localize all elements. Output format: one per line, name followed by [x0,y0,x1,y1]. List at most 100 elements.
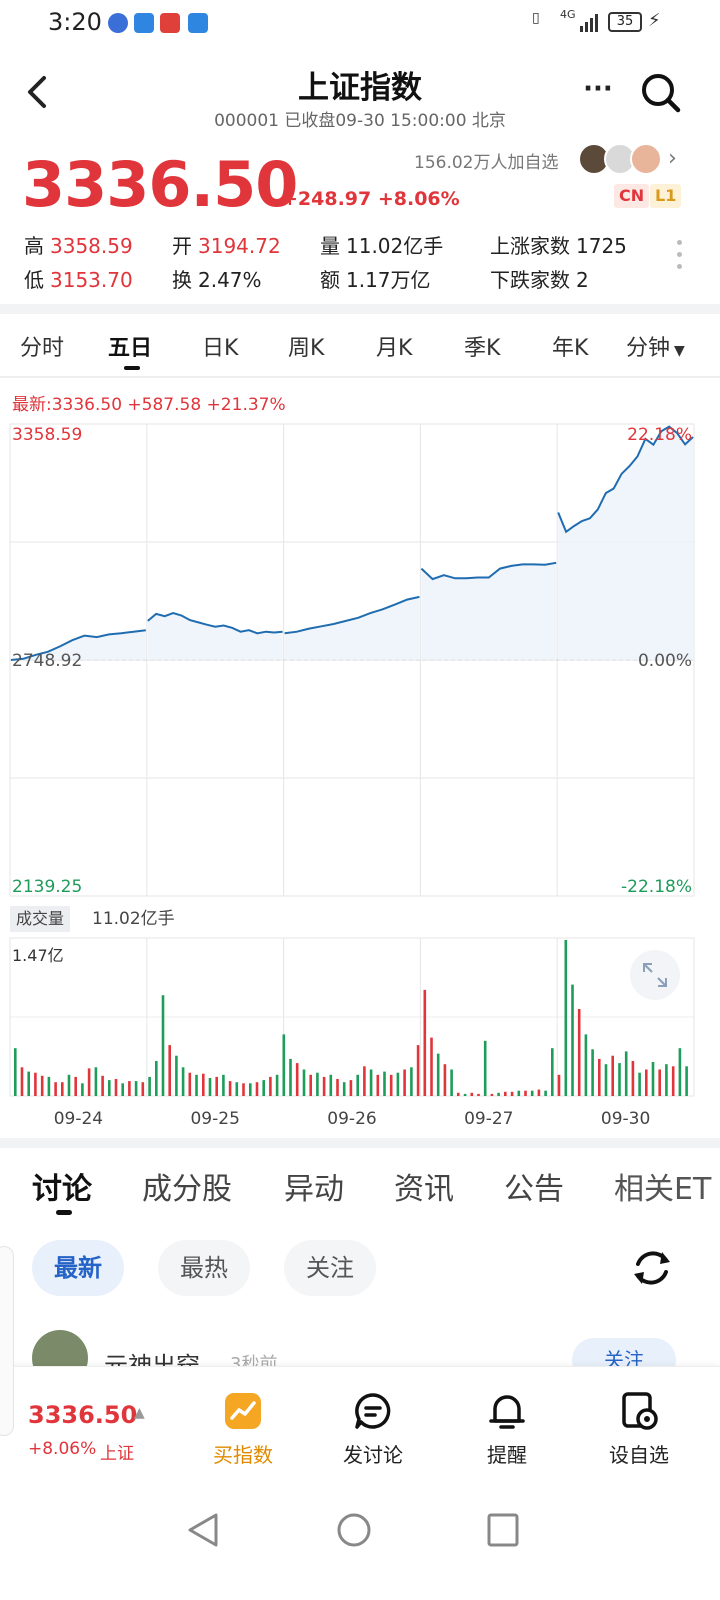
volume-bar [329,1074,333,1096]
volume-bar [436,1053,440,1096]
volume-bar [40,1075,44,1096]
y-label-left: 3358.59 [12,425,82,445]
volume-bar [108,1080,111,1096]
price-line-09-25 [147,612,283,635]
volume-bar [651,1062,655,1096]
volume-bar [309,1074,312,1096]
volume-bar [537,1089,541,1096]
tab-news[interactable]: 资讯 [394,1172,454,1207]
tab-timeshare[interactable]: 分时 [20,336,65,361]
chip-hot[interactable]: 最热 [158,1240,250,1296]
watchers-count[interactable]: 156.02万人加自选 [414,153,559,173]
volume-bar [416,1045,420,1096]
volume-bar [497,1092,500,1096]
volume-bar [369,1069,373,1096]
volume-label[interactable]: 成交量 [10,906,71,932]
expand-stats-icon[interactable] [677,240,683,276]
volume-bar [483,1040,487,1096]
tab-monthly-k[interactable]: 月K [376,336,413,361]
volume-bar [54,1082,57,1096]
price-line-09-24 [10,629,146,661]
post-discussion-label: 发讨论 [343,1443,403,1467]
stat-open: 开 3194.72 [172,234,281,258]
signal-icon: 4G [560,8,576,21]
tab-five-day[interactable]: 五日 [108,336,153,361]
volume-bar [376,1074,380,1096]
alert-button[interactable]: 提醒 [452,1383,562,1475]
volume-bar [242,1083,245,1096]
volume-bar [551,1048,554,1096]
volume-bar [94,1067,98,1096]
y-axis-labels: 3358.59 2748.92 2139.25 22.18% 0.00% -22.18% [12,425,692,897]
refresh-button[interactable] [628,1244,676,1292]
five-day-chart[interactable]: 3358.592748.922139.2522.18%0.00%-22.18% … [0,420,720,1140]
price-area-09-24 [11,630,146,660]
y-label-right: -22.18% [621,877,692,897]
volume-bar [363,1066,366,1096]
add-watchlist-button[interactable]: 设自选 [584,1383,694,1475]
bell-icon [489,1395,525,1429]
volume-bar [356,1074,359,1096]
volume-bar [618,1063,621,1096]
x-label: 09-25 [190,1109,239,1129]
tab-daily-k[interactable]: 日K [202,336,239,361]
tab-discussion[interactable]: 讨论 [32,1172,92,1207]
edge-handle[interactable] [0,1246,14,1436]
nav-back-icon[interactable] [186,1512,220,1548]
volume-bar [316,1072,319,1096]
chevron-right-icon[interactable]: › [668,146,677,171]
search-icon [642,74,681,113]
fullscreen-button[interactable] [630,950,680,1000]
volume-bar [470,1092,474,1096]
bottom-price[interactable]: 3336.50 [28,1401,138,1429]
volume-bar [195,1074,198,1096]
divider [0,376,720,378]
price-line-09-26 [284,595,420,635]
volume-bar [477,1093,480,1096]
tab-yearly-k[interactable]: 年K [552,336,589,361]
nav-home-icon[interactable] [336,1512,372,1548]
volume-bar [289,1058,292,1096]
chip-latest[interactable]: 最新 [32,1240,124,1296]
volume-bar [591,1049,594,1096]
search-button[interactable] [640,72,682,114]
tab-announcements[interactable]: 公告 [504,1172,564,1207]
volume-bar [577,1009,581,1096]
y-label-left: 2139.25 [12,877,82,897]
x-label: 09-26 [327,1109,376,1129]
bottom-change: +8.06% [28,1439,97,1459]
volume-bar [141,1082,145,1096]
volume-bar [443,1064,447,1096]
active-tab-indicator [56,1210,72,1215]
buy-index-button[interactable]: 买指数 [188,1383,298,1475]
stat-turnover: 换 2.47% [172,268,262,292]
tab-weekly-k[interactable]: 周K [288,336,325,361]
volume-bar [457,1092,460,1096]
back-button[interactable] [22,72,58,112]
volume-bar [14,1048,17,1096]
y-label-right: 0.00% [638,651,692,671]
stat-volume: 量 11.02亿手 [320,234,444,258]
tab-constituents[interactable]: 成分股 [142,1172,232,1207]
tab-related-etf[interactable]: 相关ET [614,1172,712,1207]
active-tab-indicator [124,366,140,370]
volume-bar [389,1074,393,1096]
chip-following[interactable]: 关注 [284,1240,376,1296]
volume-bar [101,1075,104,1096]
tab-movements[interactable]: 异动 [284,1172,344,1207]
volume-bar [27,1071,30,1096]
volume-bar [168,1045,171,1096]
tab-minute[interactable]: 分钟 ▼ [626,336,685,361]
volume-bar [222,1074,225,1096]
x-label: 09-24 [54,1109,103,1129]
more-button[interactable]: ··· [578,74,618,110]
stat-high: 高 3358.59 [24,234,133,258]
discussion-tabs: 讨论 成分股 异动 资讯 公告 相关ET [0,1158,720,1218]
volume-bar [87,1068,91,1096]
nav-recents-icon[interactable] [486,1512,520,1548]
post-discussion-button[interactable]: 发讨论 [318,1383,428,1475]
volume-bar [148,1076,151,1096]
tab-quarterly-k[interactable]: 季K [464,336,501,361]
volume-bar [262,1080,265,1096]
trend-chart-icon [225,1393,261,1429]
